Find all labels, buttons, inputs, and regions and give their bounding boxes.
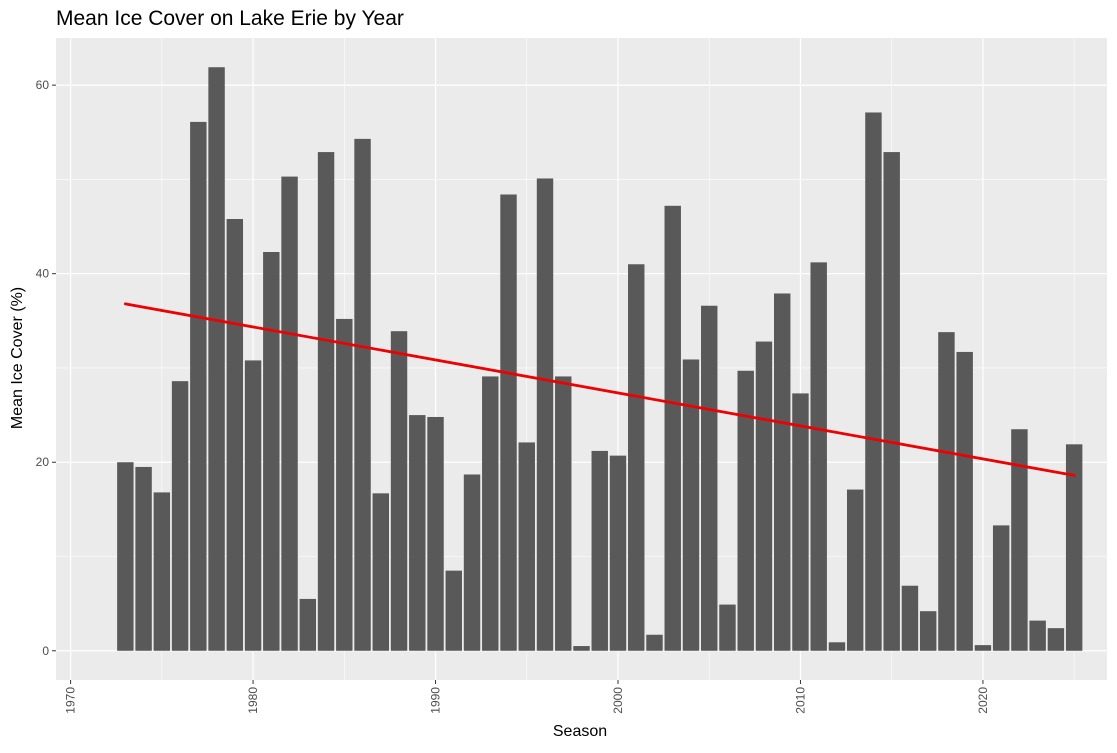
bar [755, 341, 773, 651]
bar [573, 646, 590, 651]
bar [828, 642, 846, 651]
bar [536, 178, 554, 651]
bar [974, 645, 992, 651]
bar [117, 462, 134, 651]
x-tick-label: 1990 [429, 687, 443, 714]
bars [117, 67, 1083, 651]
x-axis: 1970 1980 1990 2000 2010 2020 [64, 680, 990, 714]
bar [153, 492, 171, 651]
y-tick-label: 60 [36, 78, 50, 92]
x-axis-label: Season [552, 723, 608, 740]
bar [591, 450, 608, 651]
bar [609, 455, 627, 651]
bar [390, 331, 408, 651]
x-tick-label: 2010 [793, 687, 807, 714]
bar [810, 262, 827, 651]
bar [299, 598, 317, 651]
bar [427, 416, 444, 651]
bar [171, 381, 189, 651]
bar [628, 264, 645, 651]
bar [500, 194, 517, 651]
bar [463, 474, 481, 651]
bar [792, 393, 809, 651]
bar [846, 489, 864, 651]
bar [865, 112, 882, 651]
bar [682, 359, 700, 651]
x-tick-label: 1980 [246, 687, 260, 714]
bar [1047, 628, 1065, 651]
bar [336, 318, 353, 651]
y-tick-label: 0 [42, 644, 49, 658]
bar [190, 121, 207, 651]
bar [244, 360, 262, 651]
bar [992, 525, 1010, 651]
chart-title: Mean Ice Cover on Lake Erie by Year [56, 7, 404, 30]
bar [901, 585, 919, 651]
y-axis: 0 20 40 60 [36, 78, 56, 658]
bar [226, 219, 244, 651]
bar [919, 611, 937, 651]
y-tick-label: 40 [36, 267, 50, 281]
bar [646, 634, 663, 651]
bar [445, 570, 462, 651]
y-tick-label: 20 [36, 455, 50, 469]
bar [956, 351, 973, 651]
bar [135, 466, 152, 651]
bar [774, 293, 791, 651]
bar [555, 376, 572, 651]
bar [409, 415, 426, 651]
bar [1029, 620, 1046, 651]
bar [372, 493, 389, 651]
bar [719, 604, 736, 651]
bar [281, 176, 298, 651]
bar [737, 370, 754, 651]
bar [482, 376, 499, 651]
x-tick-label: 1970 [64, 687, 78, 714]
bar [354, 138, 371, 651]
x-tick-label: 2020 [976, 687, 990, 714]
bar [208, 67, 225, 651]
bar [263, 252, 280, 651]
bar [883, 152, 900, 651]
bar [317, 152, 335, 651]
trend-line [123, 302, 1076, 477]
bar [1011, 429, 1028, 651]
bar [664, 205, 681, 651]
bar [938, 332, 955, 651]
trend-layer [123, 302, 1076, 477]
bar [518, 442, 535, 651]
bar [1065, 444, 1083, 651]
x-tick-label: 2000 [611, 687, 625, 714]
bar [701, 305, 718, 651]
